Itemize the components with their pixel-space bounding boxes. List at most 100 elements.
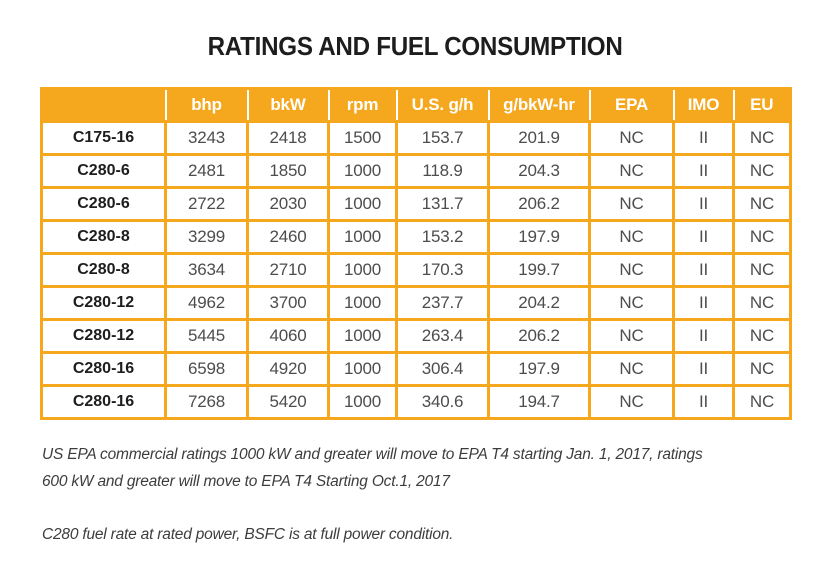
- page-title: RATINGS AND FUEL CONSUMPTION: [0, 31, 830, 61]
- table-cell: 1500: [327, 120, 398, 156]
- table-cell: 3299: [164, 219, 249, 255]
- table-cell: 3243: [164, 120, 249, 156]
- table-cell: 340.6: [395, 384, 490, 420]
- footnote-fuel-line1: C280 fuel rate at rated power, BSFC is a…: [42, 526, 454, 543]
- table-cell: NC: [588, 186, 675, 222]
- column-header-us-gh: U.S. g/h: [395, 87, 489, 123]
- page-title-text: RATINGS AND FUEL CONSUMPTION: [207, 31, 623, 61]
- table-cell: NC: [732, 351, 792, 387]
- table-row: C280-12 4962 3700 1000 237.7 204.2 NC II…: [40, 285, 792, 321]
- row-header-model: C280-12: [40, 318, 167, 354]
- table-row: C280-12 5445 4060 1000 263.4 206.2 NC II…: [40, 318, 792, 354]
- row-header-model: C280-8: [40, 219, 167, 255]
- table-cell: 153.7: [395, 120, 490, 156]
- table-cell: 153.2: [395, 219, 490, 255]
- table-cell: 5420: [246, 384, 330, 420]
- table-row: C280-6 2722 2030 1000 131.7 206.2 NC II …: [40, 186, 792, 222]
- table-cell: NC: [588, 120, 675, 156]
- table-cell: 206.2: [487, 186, 591, 222]
- table-cell: 4060: [246, 318, 330, 354]
- column-header-imo: IMO: [672, 87, 734, 123]
- table-cell: 237.7: [395, 285, 490, 321]
- table-cell: II: [672, 252, 735, 288]
- table-cell: 5445: [164, 318, 249, 354]
- column-header-model: [40, 87, 166, 123]
- table-cell: II: [672, 120, 735, 156]
- column-header-bkw: bkW: [246, 87, 329, 123]
- row-header-model: C280-16: [40, 351, 167, 387]
- table-cell: NC: [588, 252, 675, 288]
- table-row: C280-6 2481 1850 1000 118.9 204.3 NC II …: [40, 153, 792, 189]
- table-cell: 1000: [327, 186, 398, 222]
- table-cell: 7268: [164, 384, 249, 420]
- table-cell: NC: [732, 219, 792, 255]
- table-cell: NC: [732, 285, 792, 321]
- table-cell: 1850: [246, 153, 330, 189]
- table-cell: 2481: [164, 153, 249, 189]
- row-header-model: C280-16: [40, 384, 167, 420]
- table-cell: 263.4: [395, 318, 490, 354]
- footnote-epa: US EPA commercial ratings 1000 kW and gr…: [42, 441, 830, 495]
- table-cell: 197.9: [487, 351, 591, 387]
- table-cell: II: [672, 351, 735, 387]
- table-cell: 170.3: [395, 252, 490, 288]
- table-cell: 1000: [327, 384, 398, 420]
- column-header-rpm: rpm: [327, 87, 397, 123]
- table-row: C280-8 3634 2710 1000 170.3 199.7 NC II …: [40, 252, 792, 288]
- table-cell: 201.9: [487, 120, 591, 156]
- row-header-model: C280-8: [40, 252, 167, 288]
- footnote-epa-line2: 600 kW and greater will move to EPA T4 S…: [42, 473, 450, 490]
- table-cell: 1000: [327, 219, 398, 255]
- table-cell: 2710: [246, 252, 330, 288]
- table-cell: 3700: [246, 285, 330, 321]
- table-cell: 2030: [246, 186, 330, 222]
- table-cell: 3634: [164, 252, 249, 288]
- table-cell: NC: [588, 219, 675, 255]
- table-cell: II: [672, 186, 735, 222]
- footnote-fuel: C280 fuel rate at rated power, BSFC is a…: [42, 521, 830, 548]
- table-cell: NC: [732, 186, 792, 222]
- column-header-eu: EU: [732, 87, 791, 123]
- row-header-model: C280-6: [40, 153, 167, 189]
- column-header-g-bkw-hr: g/bkW-hr: [487, 87, 590, 123]
- table-cell: 1000: [327, 318, 398, 354]
- table-cell: 1000: [327, 285, 398, 321]
- ratings-table: bhp bkW rpm U.S. g/h g/bkW-hr EPA IMO EU…: [40, 87, 792, 420]
- row-header-model: C280-6: [40, 186, 167, 222]
- footnote-epa-line1: US EPA commercial ratings 1000 kW and gr…: [42, 446, 703, 463]
- table-cell: NC: [732, 153, 792, 189]
- table-cell: 194.7: [487, 384, 591, 420]
- table-cell: 199.7: [487, 252, 591, 288]
- table-cell: 1000: [327, 252, 398, 288]
- table-cell: NC: [588, 384, 675, 420]
- table-cell: 2460: [246, 219, 330, 255]
- table-cell: NC: [588, 351, 675, 387]
- column-header-epa: EPA: [588, 87, 674, 123]
- table-row: C280-16 7268 5420 1000 340.6 194.7 NC II…: [40, 384, 792, 420]
- table-row: C175-16 3243 2418 1500 153.7 201.9 NC II…: [40, 120, 792, 156]
- row-header-model: C280-12: [40, 285, 167, 321]
- table-cell: 204.2: [487, 285, 591, 321]
- table-cell: 118.9: [395, 153, 490, 189]
- table-cell: NC: [732, 120, 792, 156]
- table-cell: 206.2: [487, 318, 591, 354]
- table-cell: NC: [732, 318, 792, 354]
- table-cell: 2722: [164, 186, 249, 222]
- table-cell: 1000: [327, 351, 398, 387]
- row-header-model: C175-16: [40, 120, 167, 156]
- table-cell: 306.4: [395, 351, 490, 387]
- table-cell: NC: [588, 318, 675, 354]
- table-cell: NC: [732, 384, 792, 420]
- table-cell: 1000: [327, 153, 398, 189]
- table-row: C280-16 6598 4920 1000 306.4 197.9 NC II…: [40, 351, 792, 387]
- table-cell: II: [672, 384, 735, 420]
- table-header-row: bhp bkW rpm U.S. g/h g/bkW-hr EPA IMO EU: [40, 87, 791, 123]
- table-cell: II: [672, 318, 735, 354]
- table-cell: II: [672, 219, 735, 255]
- table-cell: 4962: [164, 285, 249, 321]
- table-cell: NC: [588, 285, 675, 321]
- table-row: C280-8 3299 2460 1000 153.2 197.9 NC II …: [40, 219, 792, 255]
- table-cell: 2418: [246, 120, 330, 156]
- table-cell: NC: [588, 153, 675, 189]
